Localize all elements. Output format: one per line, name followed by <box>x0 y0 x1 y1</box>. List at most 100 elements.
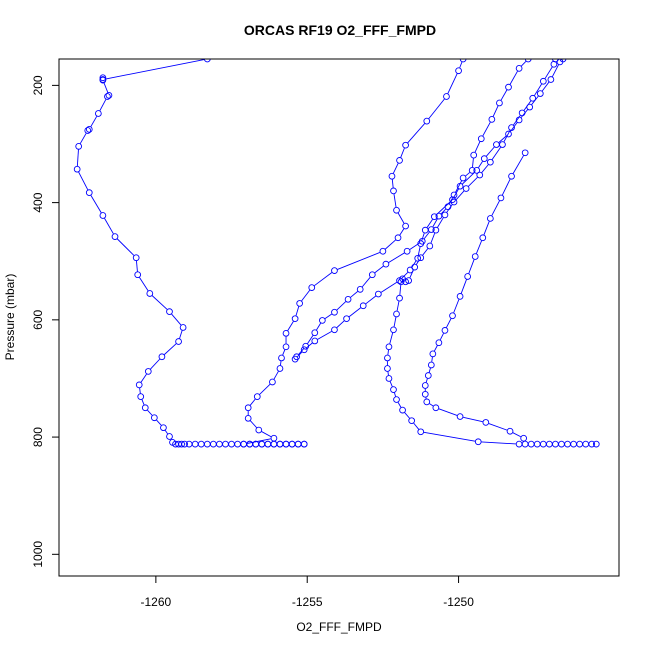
series-1-segment <box>150 358 161 370</box>
data-point <box>441 327 449 334</box>
series-4-segment <box>306 342 313 349</box>
data-point <box>505 83 512 91</box>
data-point <box>99 212 107 219</box>
series-6-segment <box>399 284 402 296</box>
series-7-segment <box>439 333 444 341</box>
series-7-segment <box>501 178 511 196</box>
data-point <box>539 77 547 85</box>
data-point <box>331 308 338 316</box>
series-1-segment <box>179 330 183 339</box>
series-1-segment <box>104 218 114 235</box>
data-point <box>455 67 462 75</box>
data-point <box>331 267 338 274</box>
data-point <box>450 191 458 199</box>
series-7-segment <box>468 259 475 274</box>
series-5-segment <box>455 190 465 200</box>
y-tick-label: 200 <box>31 75 45 95</box>
series-7-segment <box>433 345 438 352</box>
series-3-segment <box>509 70 518 85</box>
series-1-segment <box>141 399 145 405</box>
data-point <box>385 375 393 382</box>
series-2-segment <box>282 349 286 356</box>
series-6-segment <box>423 431 476 442</box>
series-3-segment <box>440 208 447 215</box>
series-1-segment <box>105 59 205 80</box>
data-point <box>359 302 367 310</box>
data-point <box>166 308 173 315</box>
data-point <box>488 116 496 123</box>
series-1-segment <box>139 388 141 394</box>
data-point <box>468 167 476 174</box>
data-point <box>379 247 387 255</box>
series-4-segment <box>348 307 361 318</box>
data-point <box>552 59 559 63</box>
series-4-segment <box>336 320 345 328</box>
series-2-segment <box>393 193 397 208</box>
series-1-segment <box>139 277 149 292</box>
series-6-segment <box>387 371 389 376</box>
data-point <box>427 361 435 369</box>
data-point <box>518 109 526 117</box>
data-point <box>255 426 263 434</box>
series-4-segment <box>436 201 451 215</box>
plot-frame <box>58 58 620 577</box>
series-5-segment <box>481 164 489 173</box>
series-5-segment <box>416 260 420 265</box>
data-point <box>282 343 290 351</box>
data-point <box>482 419 490 426</box>
data-point <box>146 290 154 297</box>
series-1-segment <box>140 373 147 383</box>
series-3-segment <box>472 158 474 168</box>
data-point <box>375 290 382 298</box>
series-7-segment <box>488 423 508 431</box>
series-5-segment <box>523 100 532 111</box>
data-point <box>515 65 523 72</box>
data-point <box>506 427 514 435</box>
series-2-segment <box>392 163 399 174</box>
data-point <box>449 312 456 320</box>
series-4-segment <box>551 64 559 77</box>
data-point <box>244 414 252 422</box>
data-point <box>311 329 319 337</box>
data-point <box>435 339 443 347</box>
data-point <box>497 194 505 202</box>
series-4-segment <box>541 81 550 92</box>
series-3-segment <box>374 265 384 274</box>
series-2-segment <box>249 420 257 428</box>
data-point <box>244 404 252 412</box>
series-7-segment <box>512 155 524 174</box>
series-3-segment <box>316 322 322 331</box>
data-point <box>426 242 434 250</box>
series-2-segment <box>273 371 279 380</box>
data-point <box>296 300 304 307</box>
series-5-segment <box>544 66 553 79</box>
series-2-segment <box>261 431 272 438</box>
data-point <box>73 165 81 173</box>
data-point <box>135 381 143 389</box>
series-1-segment <box>136 260 138 272</box>
series-7-segment <box>429 403 434 407</box>
data-point <box>75 142 83 150</box>
data-point <box>408 417 416 425</box>
data-point <box>476 171 484 179</box>
series-2-segment <box>384 239 396 250</box>
data-point <box>459 174 467 182</box>
data-point <box>343 315 350 323</box>
series-4 <box>291 59 567 363</box>
data-point <box>282 329 290 337</box>
series-3-segment <box>432 218 438 228</box>
series-1-segment <box>79 133 87 144</box>
data-point <box>477 135 485 143</box>
data-point <box>473 167 481 174</box>
series-6-segment <box>396 301 400 311</box>
data-point <box>390 326 397 334</box>
series-5-segment <box>422 248 429 256</box>
data-point <box>435 212 443 220</box>
series-1-segment <box>147 409 153 416</box>
data-point <box>521 149 529 157</box>
data-point <box>547 76 555 83</box>
series-2-segment <box>279 361 282 366</box>
series-4-segment <box>365 295 377 305</box>
data-point <box>390 187 397 195</box>
series-4-segment <box>462 172 475 185</box>
